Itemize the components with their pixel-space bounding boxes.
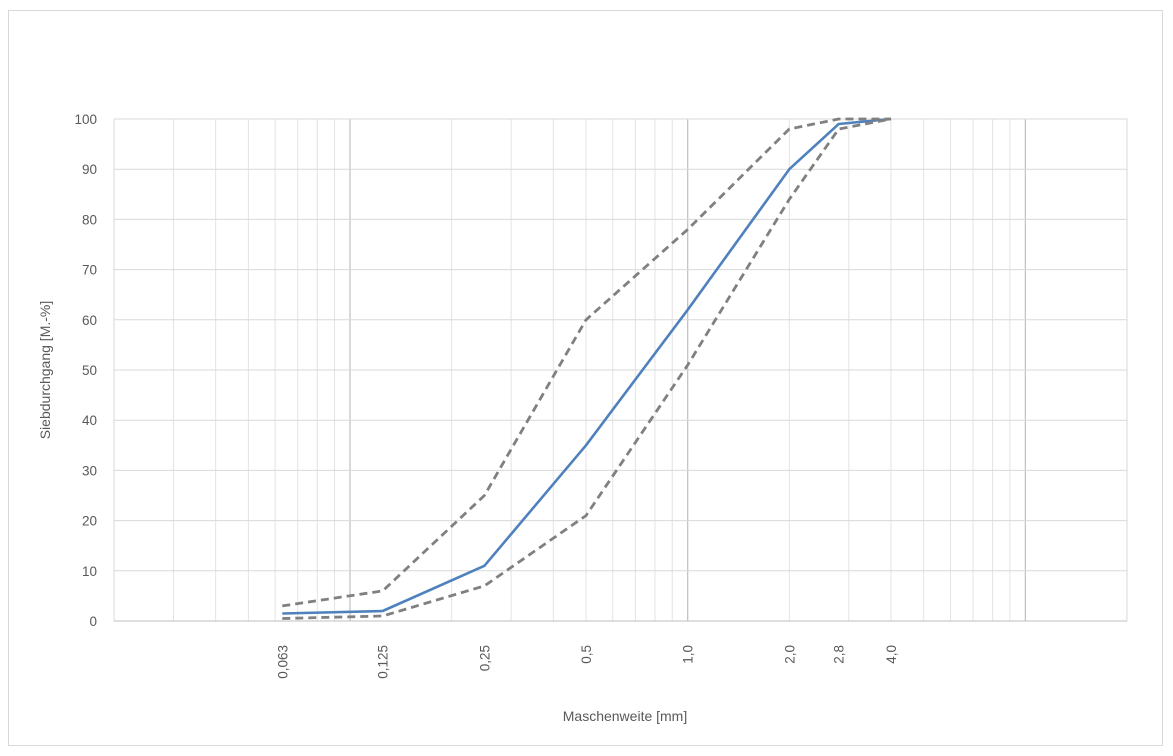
y-axis-title: Siebdurchgang [M.-%] bbox=[37, 301, 53, 440]
x-tick-label: 0,063 bbox=[275, 645, 290, 679]
y-tick-label: 0 bbox=[89, 614, 97, 629]
x-tick-label: 1,0 bbox=[681, 645, 696, 664]
y-tick-label: 40 bbox=[82, 413, 97, 428]
y-tick-label: 50 bbox=[82, 363, 97, 378]
x-tick-label: 4,0 bbox=[884, 645, 899, 664]
y-tick-label: 30 bbox=[82, 463, 97, 478]
chart-frame bbox=[8, 10, 1163, 746]
y-tick-label: 90 bbox=[82, 162, 97, 177]
x-tick-label: 0,125 bbox=[376, 645, 391, 679]
y-axis-ticks: 0 10 20 30 40 50 60 70 80 90 100 bbox=[74, 112, 97, 629]
grid-layer bbox=[113, 118, 1128, 622]
y-tick-label: 80 bbox=[82, 212, 97, 227]
limit-curve-line bbox=[282, 117, 892, 620]
y-tick-label: 10 bbox=[82, 564, 97, 579]
y-tick-label: 60 bbox=[82, 313, 97, 328]
x-tick-label: 0,25 bbox=[477, 645, 492, 671]
x-tick-label: 0,5 bbox=[579, 645, 594, 664]
y-tick-label: 70 bbox=[82, 263, 97, 278]
limit-curve-line bbox=[282, 117, 891, 608]
x-axis-title: Maschenweite [mm] bbox=[563, 708, 687, 724]
y-tick-label: 20 bbox=[82, 514, 97, 529]
series-layer bbox=[282, 117, 892, 620]
x-axis-ticks: 0,063 0,125 0,25 0,5 1,0 2,0 2,8 4,0 bbox=[275, 645, 899, 679]
grading-curve-line bbox=[282, 117, 892, 615]
x-tick-label: 2,8 bbox=[832, 645, 847, 664]
x-tick-label: 2,0 bbox=[782, 645, 797, 664]
y-tick-label: 100 bbox=[74, 112, 97, 127]
